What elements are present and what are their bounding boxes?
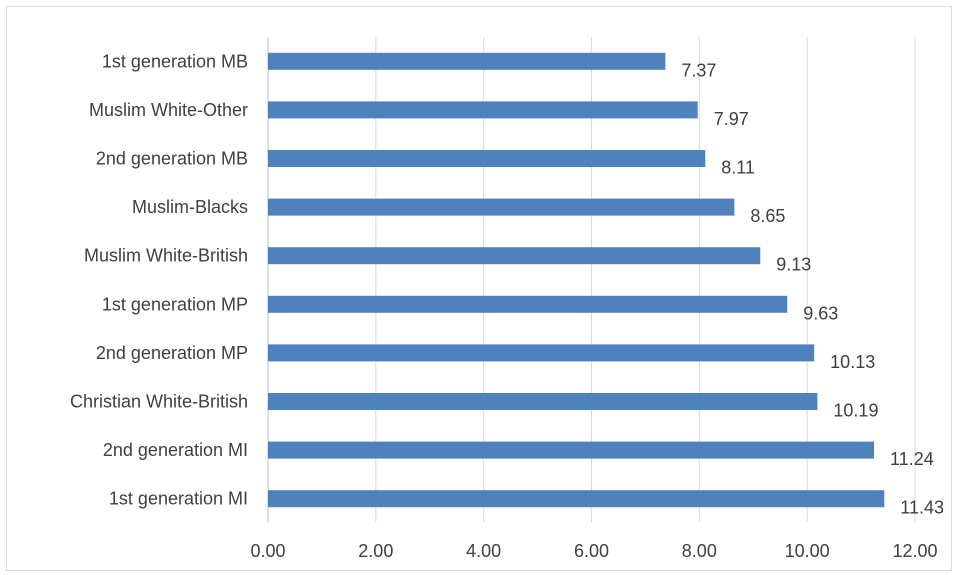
labels: 0.00 2.00 4.00 6.00 8.00 10.00 12.00 1st genera… [70, 51, 944, 561]
category-label: Christian White-British [70, 392, 248, 412]
bar [268, 490, 885, 508]
bar [268, 101, 698, 119]
category-label: 2nd generation MB [96, 149, 248, 169]
data-label: 7.37 [681, 60, 716, 80]
bar [268, 198, 735, 216]
x-tick-label: 2.00 [358, 541, 393, 561]
x-tick-label: 6.00 [574, 541, 609, 561]
chart-frame [6, 6, 952, 571]
category-label: 2nd generation MI [103, 440, 248, 460]
data-label: 11.43 [900, 498, 944, 518]
x-tick-label: 12.00 [892, 541, 937, 561]
data-label: 10.13 [830, 352, 875, 372]
bar [268, 295, 788, 313]
bar [268, 52, 666, 70]
bar [268, 247, 761, 265]
data-label: 7.97 [714, 109, 749, 129]
data-label: 9.13 [776, 255, 811, 275]
x-tick-label: 8.00 [682, 541, 717, 561]
category-label: 1st generation MP [102, 294, 248, 314]
category-label: Muslim White-British [84, 246, 248, 266]
bar [268, 441, 875, 459]
data-label: 8.65 [750, 206, 785, 226]
data-label: 8.11 [721, 158, 755, 178]
category-label: 1st generation MI [109, 489, 248, 509]
category-label: Muslim White-Other [89, 100, 248, 120]
category-label: 1st generation MB [102, 51, 248, 71]
bar [268, 150, 706, 167]
data-label: 10.19 [833, 401, 878, 421]
category-label: 2nd generation MP [96, 343, 248, 363]
x-tick-label: 0.00 [250, 541, 285, 561]
category-label: Muslim-Blacks [132, 197, 248, 217]
bars [268, 52, 885, 508]
x-tick-label: 4.00 [466, 541, 501, 561]
bar [268, 393, 818, 410]
data-label: 11.24 [890, 449, 934, 469]
bar [268, 344, 815, 362]
x-tick-label: 10.00 [785, 541, 830, 561]
data-label: 9.63 [803, 303, 838, 323]
